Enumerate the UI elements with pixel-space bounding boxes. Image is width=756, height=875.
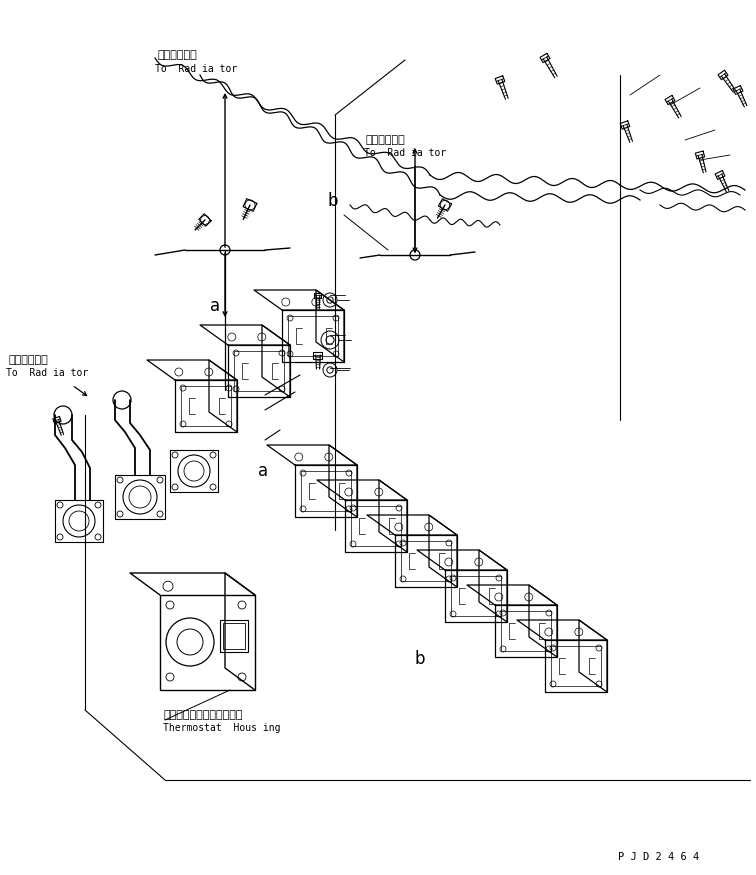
Bar	[288, 316, 338, 356]
Text: To  Rad ia tor: To Rad ia tor	[6, 368, 88, 378]
Text: To  Rad ia tor: To Rad ia tor	[155, 64, 237, 74]
Bar	[401, 541, 451, 581]
Bar	[223, 623, 245, 649]
Bar	[234, 351, 284, 391]
Bar	[301, 471, 351, 511]
Bar	[351, 506, 401, 546]
Text: Thermostat  Hous ing: Thermostat Hous ing	[163, 723, 280, 733]
Bar	[501, 611, 551, 651]
Bar	[181, 386, 231, 426]
Text: a: a	[258, 462, 268, 480]
Bar	[220, 620, 248, 652]
Text: b: b	[415, 650, 426, 668]
Text: P J D 2 4 6 4: P J D 2 4 6 4	[618, 852, 699, 862]
Bar	[551, 646, 601, 686]
Text: サーモスタットハウジング: サーモスタットハウジング	[163, 710, 243, 720]
Text: ラジェータへ: ラジェータへ	[8, 355, 48, 365]
Text: To  Rad ia tor: To Rad ia tor	[364, 148, 446, 158]
Text: ラジェータへ: ラジェータへ	[366, 135, 406, 145]
Text: ラジェータへ: ラジェータへ	[157, 50, 197, 60]
Bar	[451, 576, 501, 616]
Text: a: a	[210, 297, 220, 315]
Text: b: b	[328, 192, 339, 210]
